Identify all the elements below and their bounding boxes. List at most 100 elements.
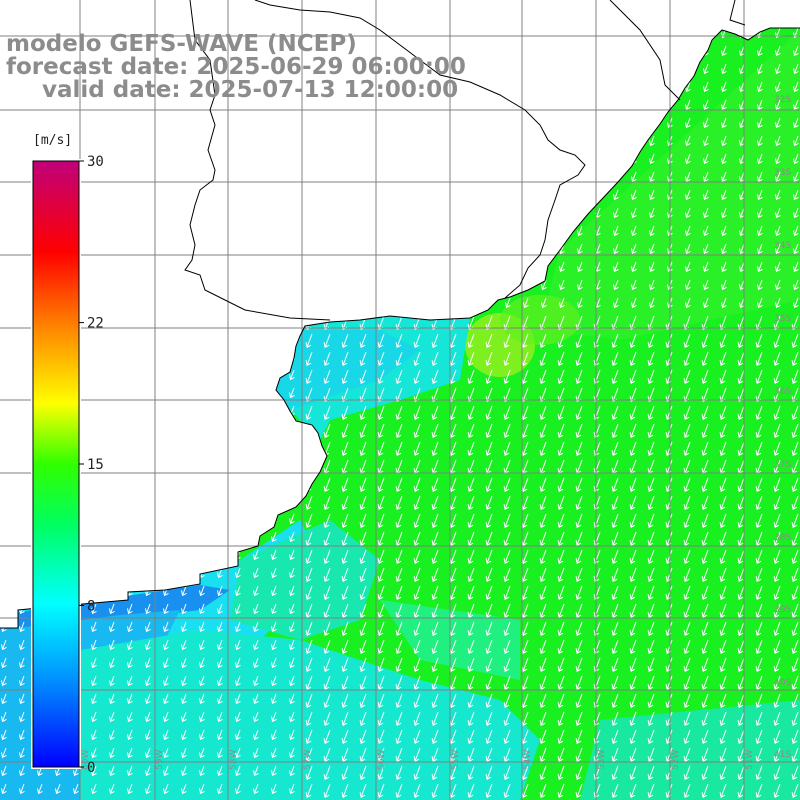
wind-arrow [557, 423, 565, 438]
wind-arrow [775, 207, 781, 219]
wind-arrow [719, 675, 727, 690]
wind-arrow [647, 639, 655, 654]
wind-arrow [163, 369, 169, 381]
wind-arrow [685, 99, 691, 111]
wind-arrow [199, 225, 205, 237]
wind-arrow [395, 675, 403, 690]
wind-arrow [415, 279, 421, 291]
wind-arrow [431, 621, 439, 636]
wind-arrow [377, 495, 385, 510]
wind-arrow [271, 459, 277, 471]
wind-arrow [539, 549, 547, 564]
wind-arrow [109, 585, 115, 597]
wind-arrow [307, 207, 313, 219]
wind-arrow [109, 693, 115, 705]
wind-arrow [611, 495, 619, 510]
wind-arrow [629, 333, 637, 348]
wind-arrow [757, 297, 763, 309]
wind-arrow [505, 81, 511, 93]
wind-arrow [719, 441, 727, 456]
wind-arrow [1, 495, 7, 507]
wind-arrow [19, 279, 25, 291]
wind-arrow [503, 747, 511, 762]
wind-arrow [575, 567, 583, 582]
wind-arrow [415, 297, 421, 309]
wind-arrow [773, 693, 781, 708]
wind-arrow [467, 711, 475, 726]
wind-arrow [323, 513, 331, 528]
wind-arrow [485, 549, 493, 564]
wind-arrow [305, 513, 313, 528]
wind-arrow [109, 783, 115, 795]
wind-arrow [719, 657, 727, 672]
latitude-label: 34S [774, 241, 791, 251]
wind-arrow [359, 711, 367, 726]
wind-arrow [467, 729, 475, 744]
wind-arrow [613, 81, 619, 93]
wind-arrow [683, 639, 691, 654]
wind-arrow [145, 243, 151, 255]
wind-arrow [323, 351, 331, 366]
wind-arrow [289, 765, 295, 777]
wind-arrow [217, 675, 223, 687]
wind-arrow [487, 189, 493, 201]
wind-arrow [523, 261, 529, 273]
wind-arrow [737, 621, 745, 636]
wind-arrow [719, 549, 727, 564]
wind-arrow [793, 99, 799, 111]
wind-arrow [217, 531, 223, 543]
wind-arrow [377, 747, 385, 762]
wind-arrow [127, 297, 133, 309]
wind-arrow [359, 441, 367, 456]
wind-arrow [289, 639, 295, 651]
wind-arrow [775, 63, 781, 75]
longitude-label: 60W [81, 750, 91, 770]
wind-arrow [505, 171, 511, 183]
wind-arrow [631, 297, 637, 309]
wind-arrow [127, 117, 133, 129]
wind-arrow [739, 243, 745, 255]
wind-arrow [109, 387, 115, 399]
latitude-label: 37S [774, 460, 791, 470]
wind-arrow [341, 351, 349, 366]
wind-arrow [719, 621, 727, 636]
wind-arrow [307, 261, 313, 273]
wind-arrow [649, 297, 655, 309]
wind-arrow [253, 441, 259, 453]
wind-arrow [451, 297, 457, 309]
wind-arrow [235, 261, 241, 273]
wind-arrow [217, 783, 223, 795]
wind-arrow [91, 279, 97, 291]
wind-arrow [395, 711, 403, 726]
wind-arrow [19, 117, 25, 129]
wind-arrow [613, 135, 619, 147]
wind-arrow [683, 405, 691, 420]
wind-arrow [539, 783, 547, 798]
wind-arrow [164, 10, 169, 19]
wind-arrow [503, 621, 511, 636]
wind-arrow [361, 135, 367, 147]
wind-arrow [127, 315, 133, 327]
wind-arrow [539, 639, 547, 654]
wind-arrow [683, 693, 691, 708]
wind-arrow [217, 729, 223, 741]
wind-arrow [577, 171, 583, 183]
wind-arrow [380, 10, 385, 19]
wind-arrow [629, 477, 637, 492]
wind-arrow [503, 441, 511, 456]
wind-arrow [109, 351, 115, 363]
wind-arrow [341, 513, 349, 528]
wind-arrow [755, 477, 763, 492]
wind-arrow [109, 117, 115, 129]
wind-arrow [577, 297, 583, 309]
wind-arrow [163, 495, 169, 507]
wind-arrow [19, 621, 25, 633]
wind-arrow [91, 369, 97, 381]
wind-arrow [701, 693, 709, 708]
wind-arrow [395, 441, 403, 456]
wind-arrow [199, 549, 205, 561]
wind-arrow [467, 657, 475, 672]
wind-arrow [773, 495, 781, 510]
longitude-label: 55W [451, 750, 461, 770]
wind-arrow [145, 297, 151, 309]
